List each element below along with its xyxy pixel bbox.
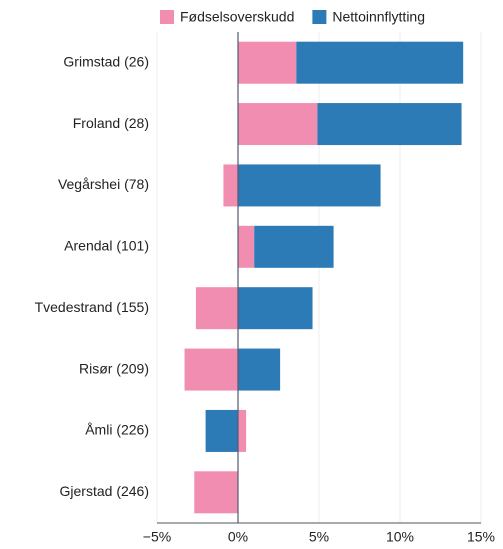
x-tick-label: 5% xyxy=(309,529,329,544)
bar xyxy=(195,287,238,330)
y-tick-label: Risør (209) xyxy=(79,360,149,376)
bar xyxy=(205,409,238,452)
bar xyxy=(317,103,462,146)
bar xyxy=(238,164,381,207)
bar xyxy=(238,41,297,84)
bar xyxy=(296,41,464,84)
x-tick-label: 0% xyxy=(228,529,248,544)
legend-swatch xyxy=(160,10,174,24)
x-tick-label: 15% xyxy=(467,529,495,544)
y-tick-label: Froland (28) xyxy=(73,115,149,131)
bar xyxy=(238,225,255,268)
y-tick-label: Gjerstad (246) xyxy=(60,483,149,499)
bar xyxy=(223,164,238,207)
y-tick-label: Vegårshei (78) xyxy=(58,176,149,192)
bar xyxy=(238,103,318,146)
y-tick-label: Grimstad (26) xyxy=(63,53,149,69)
bar xyxy=(184,348,238,391)
bar xyxy=(238,409,247,452)
bar xyxy=(254,225,334,268)
x-tick-label: −5% xyxy=(143,529,171,544)
y-tick-label: Arendal (101) xyxy=(64,238,149,254)
bar xyxy=(194,471,238,514)
legend-label: Fødselsoverskudd xyxy=(180,9,294,25)
legend-swatch xyxy=(312,10,327,24)
legend-label: Nettoinnflytting xyxy=(332,9,425,25)
y-tick-label: Tvedestrand (155) xyxy=(35,299,149,315)
x-tick-label: 10% xyxy=(386,529,414,544)
bar xyxy=(238,287,313,330)
y-tick-label: Åmli (226) xyxy=(85,422,149,438)
bar xyxy=(238,348,281,391)
